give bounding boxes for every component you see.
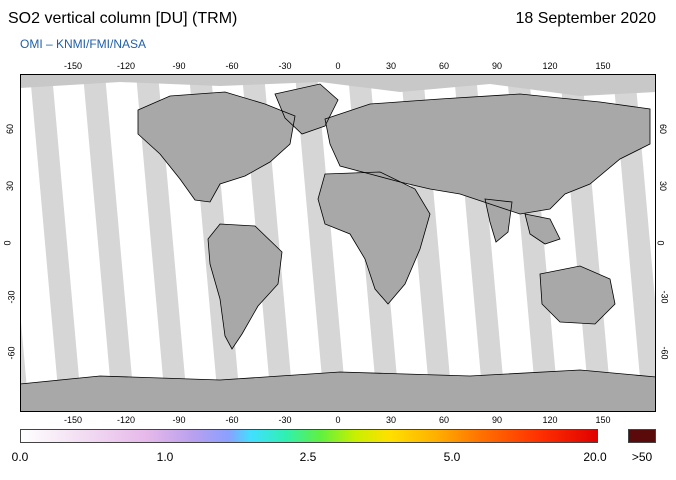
colorbar-label: >50 bbox=[631, 450, 653, 464]
europe-asia bbox=[325, 94, 650, 214]
india bbox=[485, 199, 512, 242]
lon-tick-top: -30 bbox=[278, 61, 292, 71]
lon-tick-bottom: 0 bbox=[335, 415, 341, 425]
lon-tick-bottom: 30 bbox=[385, 415, 397, 425]
greenland bbox=[275, 84, 338, 134]
lon-tick-top: -150 bbox=[63, 61, 83, 71]
lat-tick-left: 60 bbox=[5, 123, 16, 135]
colorbar-label: 5.0 bbox=[443, 450, 461, 464]
lon-tick-top: 30 bbox=[385, 61, 397, 71]
north-america bbox=[138, 92, 295, 202]
lon-tick-bottom: -60 bbox=[225, 415, 239, 425]
satellite-swath bbox=[83, 74, 135, 412]
satellite-swath bbox=[295, 74, 347, 412]
lon-tick-bottom: 60 bbox=[438, 415, 450, 425]
colorbar-label: 20.0 bbox=[583, 450, 607, 464]
map-source: OMI – KNMI/FMI/NASA bbox=[20, 37, 147, 51]
lon-tick-bottom: -150 bbox=[63, 415, 83, 425]
colorbar-label: 2.5 bbox=[299, 450, 317, 464]
world-map bbox=[20, 74, 656, 412]
lon-tick-bottom: -120 bbox=[116, 415, 136, 425]
colorbar bbox=[20, 429, 598, 443]
lat-tick-right: 0 bbox=[655, 240, 666, 246]
satellite-swath bbox=[136, 74, 188, 412]
lon-tick-bottom: 150 bbox=[595, 415, 611, 425]
lon-tick-bottom: -90 bbox=[172, 415, 186, 425]
lat-tick-right: 30 bbox=[658, 180, 669, 192]
map-date: 18 September 2020 bbox=[515, 10, 656, 27]
lon-tick-top: 0 bbox=[335, 61, 341, 71]
map-border bbox=[20, 74, 656, 412]
lon-tick-bottom: -30 bbox=[278, 415, 292, 425]
colorbar-label: 0.0 bbox=[11, 450, 29, 464]
colorbar-label: 1.0 bbox=[156, 450, 174, 464]
lat-tick-left: 0 bbox=[2, 240, 13, 246]
satellite-swath bbox=[30, 74, 82, 412]
south-america bbox=[208, 224, 282, 349]
lon-tick-top: 60 bbox=[438, 61, 450, 71]
coastlines bbox=[20, 83, 656, 385]
lon-tick-top: 90 bbox=[491, 61, 503, 71]
lon-tick-top: -120 bbox=[116, 61, 136, 71]
lon-tick-bottom: 120 bbox=[542, 415, 558, 425]
lon-tick-top: 150 bbox=[595, 61, 611, 71]
satellite-swath bbox=[613, 74, 656, 412]
colorbar-overflow bbox=[628, 429, 656, 443]
lat-tick-right: -30 bbox=[659, 290, 670, 304]
lon-tick-top: -90 bbox=[172, 61, 186, 71]
map-title: SO2 vertical column [DU] (TRM) bbox=[8, 10, 238, 27]
lat-tick-right: 60 bbox=[658, 123, 669, 135]
lon-tick-bottom: 90 bbox=[491, 415, 503, 425]
africa bbox=[318, 172, 430, 304]
lat-tick-left: -30 bbox=[6, 290, 17, 304]
lat-tick-left: -60 bbox=[6, 346, 17, 360]
arctic-band bbox=[20, 74, 656, 96]
australia bbox=[540, 266, 615, 324]
land-shading bbox=[20, 84, 656, 412]
lat-tick-left: 30 bbox=[5, 180, 16, 192]
lat-tick-right: -60 bbox=[659, 346, 670, 360]
lon-tick-top: 120 bbox=[542, 61, 558, 71]
antarctica bbox=[20, 370, 656, 412]
map-canvas bbox=[20, 74, 656, 412]
lon-tick-top: -60 bbox=[225, 61, 239, 71]
